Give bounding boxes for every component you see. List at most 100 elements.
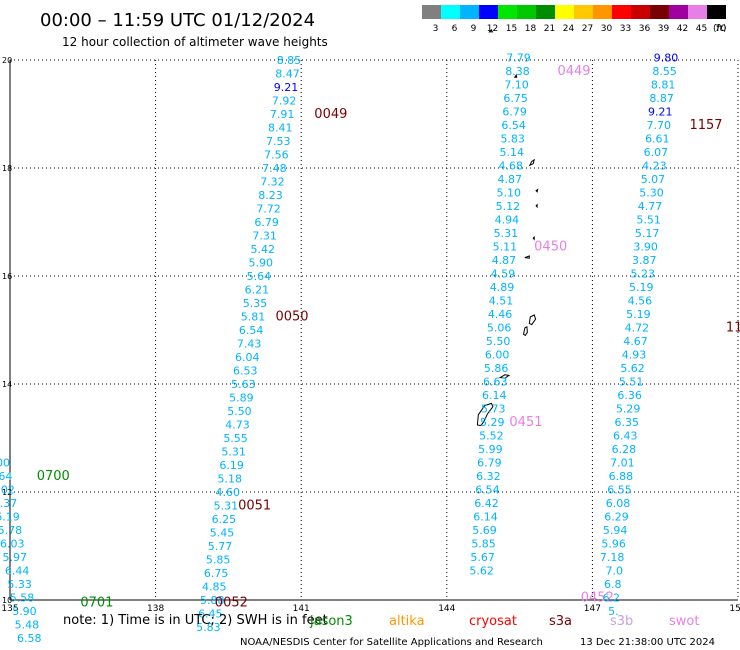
wave-height-value: 5.85	[471, 537, 496, 550]
wave-height-value: 4.51	[489, 294, 514, 307]
pass-time-label: 1157	[689, 118, 722, 133]
legend-unit: (ft)	[713, 24, 727, 34]
wave-height-value: 5.55	[223, 432, 248, 445]
wave-height-value: 7.56	[264, 149, 289, 162]
legend-label: 42	[677, 24, 688, 34]
legend-swatch	[517, 5, 536, 19]
wave-height-value: 5.33	[7, 578, 32, 591]
y-tick-label: 18	[2, 164, 12, 173]
wave-height-value: 8.41	[268, 122, 293, 135]
wave-height-value: 8.47	[275, 68, 300, 81]
island-tinian	[522, 326, 528, 337]
wave-height-value: 6.63	[483, 375, 508, 388]
wave-height-value: 7.64	[0, 470, 12, 483]
wave-height-value: 4.59	[491, 267, 516, 280]
wave-height-value: 4.87	[492, 254, 517, 267]
wave-height-value: 6.79	[254, 216, 279, 229]
x-tick-label: 135	[1, 604, 18, 614]
island-farallon	[488, 28, 494, 33]
y-tick-label: 14	[2, 380, 12, 389]
color-legend: 3 6 9 12 15 18 21 24 27 30 33 36 39 42 45 70	[422, 5, 726, 34]
wave-height-value: 5.90	[12, 605, 37, 618]
wave-height-value: 5.73	[481, 402, 506, 415]
wave-height-value: 6.2	[603, 591, 621, 604]
legend-swatch	[707, 5, 726, 19]
legend-label: 70	[715, 24, 727, 34]
wave-height-value: 5.63	[231, 378, 256, 391]
wave-height-value: 4.87	[498, 173, 523, 186]
island-dot3	[532, 235, 535, 241]
wave-height-value: 4.89	[490, 281, 515, 294]
legend-swatch	[536, 5, 555, 19]
wave-height-value: 5.35	[243, 297, 268, 310]
wave-height-value: 9.21	[648, 105, 673, 118]
wave-height-value: 6.55	[607, 483, 632, 496]
legend-label: 3	[433, 24, 439, 34]
wave-height-value: 6.21	[245, 284, 270, 297]
wave-height-value: 4.85	[202, 581, 227, 594]
satellite-tracks: 8.858.479.217.927.918.417.537.567.487.32…	[0, 51, 740, 644]
legend-swatch	[593, 5, 612, 19]
legend-label: 15	[506, 24, 517, 34]
wave-height-value: 6.14	[473, 510, 498, 523]
wave-height-value: 8.55	[652, 65, 677, 78]
legend-swatch	[498, 5, 517, 19]
wave-height-value: 6.19	[0, 510, 20, 523]
wave-height-value: 6.35	[614, 416, 639, 429]
map-subtitle: 12 hour collection of altimeter wave hei…	[62, 35, 328, 49]
wave-height-value: 5.78	[0, 524, 22, 537]
wave-height-value: 5.10	[497, 186, 522, 199]
wave-height-value: 6.53	[233, 365, 258, 378]
axis-ticks: 135 138 141 144 147 150 10 12 14 16 18 20	[1, 56, 740, 614]
wave-height-value: 5.07	[641, 173, 666, 186]
island-guam	[476, 402, 494, 427]
wave-height-value: 4.46	[488, 308, 513, 321]
pass-time-label: 0449	[557, 64, 590, 79]
satellite-name-jason3: jason3	[309, 614, 353, 629]
wave-height-value: 5.50	[486, 335, 511, 348]
wave-height-value: 6.88	[609, 470, 634, 483]
wave-height-value: 6.29	[604, 510, 629, 523]
legend-label: 9	[471, 24, 477, 34]
wave-height-value: 6.00	[485, 348, 510, 361]
wave-height-value: 4.67	[623, 335, 648, 348]
legend-swatch	[441, 5, 460, 19]
wave-height-value: 9.80	[654, 51, 679, 64]
map-title: 00:00 – 11:59 UTC 01/12/2024	[40, 10, 315, 31]
legend-label: 33	[620, 24, 631, 34]
pass-time-label: 0700	[37, 469, 70, 484]
legend-swatch	[574, 5, 593, 19]
wave-height-value: 6.32	[476, 470, 501, 483]
wave-height-value: 4.93	[622, 348, 647, 361]
legend-swatch	[631, 5, 650, 19]
island-asuncion	[513, 73, 518, 78]
wave-height-value: 7.79	[506, 51, 531, 64]
legend-swatch	[555, 5, 574, 19]
wave-height-value: 5.45	[210, 527, 235, 540]
legend-label: 36	[639, 24, 651, 34]
wave-height-value: 8.38	[505, 65, 530, 78]
wave-height-value: 5.52	[479, 429, 504, 442]
wave-height-value: 5.77	[208, 540, 233, 553]
wave-height-value: 5.30	[639, 186, 664, 199]
wave-height-value: 4.73	[225, 419, 250, 432]
wave-height-value: 5.90	[249, 257, 274, 270]
footnote: note: 1) Time is in UTC; 2) SWH is in fe…	[63, 613, 328, 628]
wave-height-value: 4.23	[642, 159, 667, 172]
legend-label: 39	[658, 24, 670, 34]
island-outlines	[476, 28, 539, 427]
wave-height-value: 5.51	[636, 213, 661, 226]
satellite-name-cryosat: cryosat	[469, 614, 517, 629]
legend-label: 24	[563, 24, 575, 34]
wave-height-value: 4.56	[628, 294, 653, 307]
wave-height-value: 6.79	[502, 105, 527, 118]
pass-time-label: 0451	[509, 415, 542, 430]
wave-height-value: 5.97	[2, 551, 27, 564]
wave-height-value: 5.19	[629, 281, 654, 294]
wave-height-value: 6.43	[613, 429, 638, 442]
wave-height-value: 8.81	[651, 78, 676, 91]
satellite-name-s3a: s3a	[549, 614, 572, 629]
wave-height-value: 5.58	[10, 591, 35, 604]
island-dot1	[535, 188, 539, 193]
